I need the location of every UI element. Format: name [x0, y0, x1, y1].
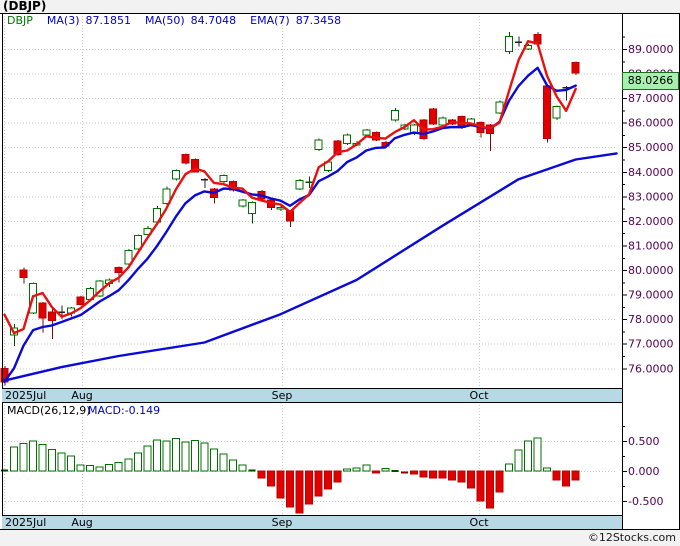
ma3-value: 87.1851	[85, 14, 132, 27]
y-axis-tick-label: 87.0000	[628, 92, 674, 105]
borders	[0, 13, 680, 530]
symbol-label: DBJP	[7, 14, 33, 27]
gridlines	[2, 13, 617, 515]
main-xaxis-strip: 2025Jul Aug Sep Oct	[2, 389, 622, 402]
y-axis-tick-label: 82.0000	[628, 215, 674, 228]
ma3-label: MA(3)	[46, 14, 80, 27]
month-label: Oct	[469, 516, 489, 529]
macd-tick-label: 0.500	[628, 435, 660, 448]
candle-wicks	[4, 31, 577, 386]
y-axis-tick-label: 84.0000	[628, 166, 674, 179]
macd-histogram	[1, 437, 580, 514]
y-axis-tick-label: 83.0000	[628, 190, 674, 203]
y-axis-tick-label: 80.0000	[628, 264, 674, 277]
y-axis-tick-label: 89.0000	[628, 43, 674, 56]
macd-params-label: MACD(26,12,9)	[7, 404, 91, 417]
month-label: Aug	[71, 516, 93, 529]
y-axis-tick-label: 78.0000	[628, 313, 674, 326]
month-label: Sep	[271, 516, 293, 529]
ma50-value: 84.7048	[190, 14, 237, 27]
chart-title: (DBJP)	[3, 0, 47, 13]
month-label: Oct	[469, 389, 489, 402]
y-axis-tick-label: 79.0000	[628, 289, 674, 302]
indicator-legend: DBJP MA(3) 87.1851 MA(50) 84.7048 EMA(7) 87.34…	[7, 15, 355, 27]
macd-tick-label: -0.500	[628, 495, 663, 508]
y-axis-tick-label: 86.0000	[628, 117, 674, 130]
candle-bodies	[0, 33, 580, 383]
watermark: ©12Stocks.com	[587, 531, 676, 544]
y-axis-ticks: 89.000088.000087.000086.000085.000084.00…	[622, 36, 674, 508]
ma50-label: MA(50)	[145, 14, 185, 27]
month-label: Sep	[271, 389, 293, 402]
y-axis-tick-label: 76.0000	[628, 362, 674, 375]
ema7-label: EMA(7)	[250, 14, 290, 27]
footer-band	[0, 530, 680, 546]
macd-xaxis-strip: 2025Jul Aug Sep Oct	[2, 516, 622, 529]
last-price-badge: 88.0266	[622, 72, 679, 90]
overlay-lines	[3, 40, 618, 383]
y-axis-tick-label: 85.0000	[628, 141, 674, 154]
month-label: 2025Jul	[5, 389, 47, 402]
month-label: Aug	[71, 389, 93, 402]
ema7-value: 87.3458	[295, 14, 342, 27]
y-axis-tick-label: 77.0000	[628, 338, 674, 351]
macd-value-label: MACD:-0.149	[88, 404, 161, 417]
y-axis-tick-label: 81.0000	[628, 239, 674, 252]
month-label: 2025Jul	[5, 516, 47, 529]
title-band	[0, 0, 680, 13]
macd-tick-label: 0.000	[628, 465, 660, 478]
